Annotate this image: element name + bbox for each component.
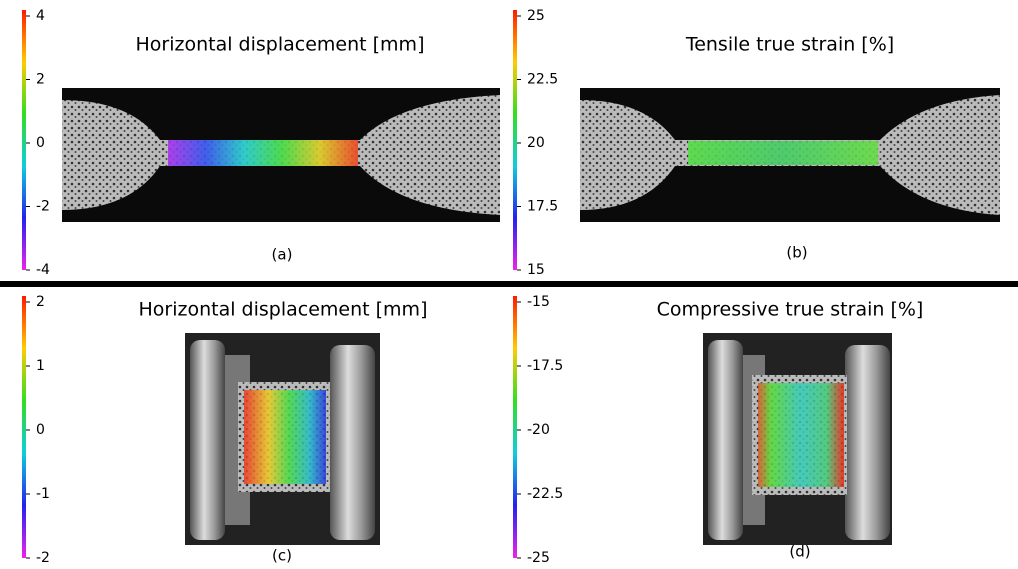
colorbar [513, 296, 517, 558]
colorbar-label: 2 [36, 72, 45, 88]
panel-caption: (b) [786, 244, 807, 262]
image-c [185, 333, 380, 545]
colorbar-label: 4 [36, 8, 45, 24]
panel-caption: (a) [272, 246, 293, 264]
colorbar-label: -25 [527, 550, 550, 566]
colorbar-label: -20 [527, 422, 550, 438]
panel-title: Tensile true strain [%] [685, 34, 894, 56]
colorbar-label: 0 [36, 422, 45, 438]
panel-title: Horizontal displacement [mm] [136, 34, 425, 56]
colorbar [22, 10, 26, 270]
colorbar-label: -2 [36, 199, 50, 215]
colorbar-label: 0 [36, 135, 45, 151]
panel-title: Horizontal displacement [mm] [139, 299, 428, 321]
colorbar-label: 20 [527, 135, 545, 151]
panel-title: Compressive true strain [%] [657, 299, 924, 321]
colorbar-label: -15 [527, 294, 550, 310]
image-b [580, 88, 1000, 222]
image-a [62, 88, 500, 222]
colorbar-label: -17.5 [527, 358, 563, 374]
panel-caption: (d) [789, 543, 810, 561]
colorbar-label: -2 [36, 550, 50, 566]
colorbar-label: 1 [36, 358, 45, 374]
colorbar-label: 17.5 [527, 199, 558, 215]
panel-caption: (c) [272, 547, 292, 565]
colorbar-label: 22.5 [527, 72, 558, 88]
colorbar-label: 2 [36, 294, 45, 310]
separator [0, 281, 1018, 287]
colorbar-label: 15 [527, 262, 545, 278]
colorbar-label: -1 [36, 486, 50, 502]
colorbar-label: -22.5 [527, 486, 563, 502]
colorbar [513, 10, 517, 270]
colorbar [22, 296, 26, 558]
image-d [703, 333, 892, 545]
colorbar-label: 25 [527, 8, 545, 24]
colorbar-label: -4 [36, 262, 50, 278]
